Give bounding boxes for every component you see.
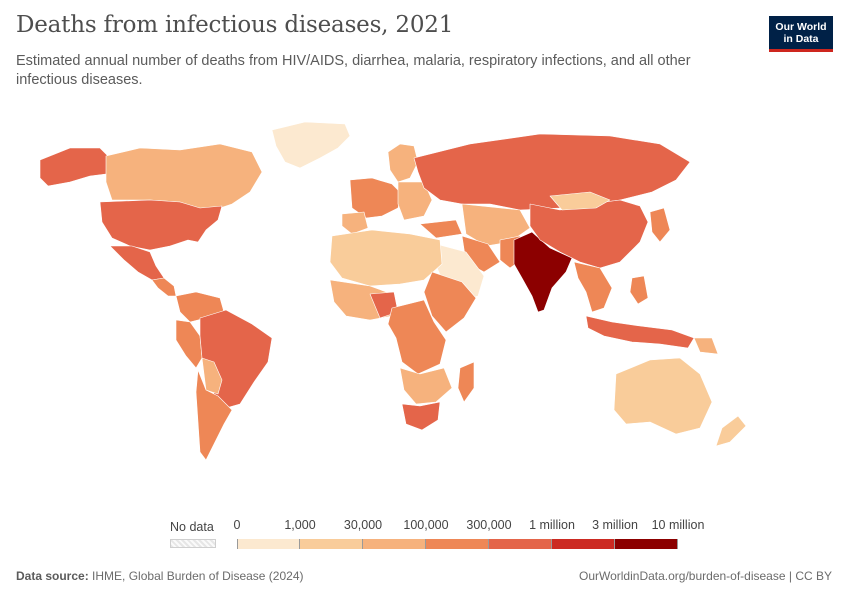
legend-bin[interactable] bbox=[489, 539, 552, 549]
legend-bin[interactable] bbox=[237, 539, 300, 549]
map-region-new-zealand[interactable] bbox=[715, 415, 747, 447]
logo-line-1: Our World bbox=[775, 21, 827, 33]
map-region-central-america[interactable] bbox=[151, 277, 177, 297]
map-region-scandinavia[interactable] bbox=[387, 143, 419, 183]
color-legend: No data 0 1,000 30,000 100,000 300,000 1 mill… bbox=[0, 512, 850, 552]
legend-tick-label: 1,000 bbox=[284, 518, 316, 532]
legend-nodata-label: No data bbox=[170, 520, 214, 534]
map-region-canada[interactable] bbox=[105, 143, 263, 211]
map-region-philippines[interactable] bbox=[629, 275, 649, 305]
map-region-india[interactable] bbox=[513, 231, 573, 313]
world-map bbox=[39, 121, 747, 461]
logo-line-2: in Data bbox=[783, 33, 819, 45]
legend-tick-label: 30,000 bbox=[343, 518, 383, 532]
legend-tick-label: 1 million bbox=[529, 518, 575, 532]
map-region-australia[interactable] bbox=[613, 357, 713, 435]
map-region-alaska[interactable] bbox=[39, 147, 113, 187]
map-region-bolivia-paraguay[interactable] bbox=[201, 357, 223, 395]
legend-tick-label: 0 bbox=[233, 518, 241, 532]
map-region-north-africa[interactable] bbox=[329, 229, 443, 287]
legend-tick-label: 300,000 bbox=[466, 518, 512, 532]
map-region-east-africa[interactable] bbox=[423, 271, 477, 333]
map-region-central-africa[interactable] bbox=[387, 299, 447, 375]
legend-bin[interactable] bbox=[615, 539, 678, 549]
map-region-peru-ecuador[interactable] bbox=[175, 319, 203, 369]
map-region-turkey[interactable] bbox=[419, 219, 463, 239]
data-source: Data source: IHME, Global Burden of Dise… bbox=[16, 569, 303, 583]
map-region-argentina-chile[interactable] bbox=[195, 369, 233, 461]
legend-bin[interactable] bbox=[426, 539, 489, 549]
legend-tick-label: 100,000 bbox=[403, 518, 449, 532]
data-source-text: IHME, Global Burden of Disease (2024) bbox=[92, 569, 304, 583]
map-region-papua-new-guinea[interactable] bbox=[693, 337, 719, 355]
legend-bin[interactable] bbox=[552, 539, 615, 549]
map-region-southeast-asia[interactable] bbox=[573, 261, 613, 313]
legend-bin[interactable] bbox=[300, 539, 363, 549]
legend-nodata-swatch bbox=[170, 539, 216, 548]
map-region-mongolia[interactable] bbox=[549, 191, 611, 211]
source-url[interactable]: OurWorldinData.org/burden-of-disease | C… bbox=[578, 569, 832, 583]
map-region-iberia[interactable] bbox=[341, 211, 369, 235]
map-region-japan-korea[interactable] bbox=[649, 207, 671, 243]
chart-subtitle: Estimated annual number of deaths from H… bbox=[16, 53, 691, 88]
legend-tick-label: 10 million bbox=[651, 518, 705, 532]
map-region-greenland[interactable] bbox=[271, 121, 351, 169]
map-region-mexico[interactable] bbox=[109, 245, 165, 281]
map-region-madagascar[interactable] bbox=[457, 361, 475, 403]
legend-bin[interactable] bbox=[363, 539, 426, 549]
map-region-south-africa[interactable] bbox=[401, 401, 441, 431]
map-region-usa[interactable] bbox=[99, 199, 223, 251]
map-region-southern-africa[interactable] bbox=[399, 367, 453, 405]
owid-logo[interactable]: Our World in Data bbox=[769, 16, 833, 52]
chart-title: Deaths from infectious diseases, 2021 bbox=[16, 12, 454, 38]
data-source-label: Data source: bbox=[16, 569, 89, 583]
legend-tick-label: 3 million bbox=[592, 518, 638, 532]
map-region-indonesia[interactable] bbox=[585, 315, 695, 349]
map-region-western-europe[interactable] bbox=[349, 177, 403, 219]
